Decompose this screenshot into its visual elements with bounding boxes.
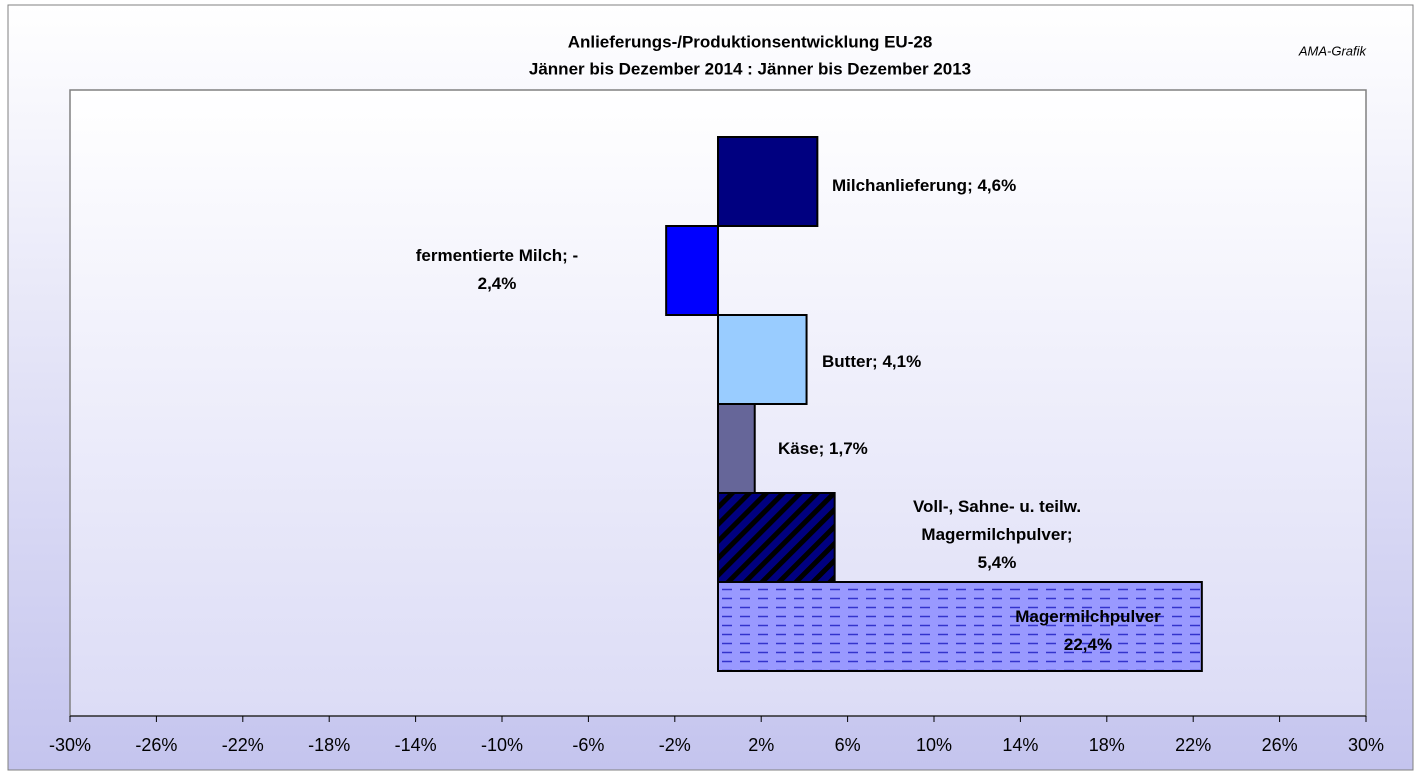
x-tick-label: 10% xyxy=(916,735,952,755)
bar xyxy=(717,492,836,583)
data-label: Butter; 4,1% xyxy=(822,352,922,371)
x-tick-label: 6% xyxy=(835,735,861,755)
x-tick-label: 26% xyxy=(1262,735,1298,755)
chart-subtitle: Jänner bis Dezember 2014 : Jänner bis De… xyxy=(529,59,971,78)
x-tick-label: 14% xyxy=(1002,735,1038,755)
bar xyxy=(717,314,808,405)
data-label: Magermilchpulver 22,4% xyxy=(1015,607,1161,654)
x-tick-label: 2% xyxy=(748,735,774,755)
x-tick-label: -10% xyxy=(481,735,523,755)
source-note: AMA-Grafik xyxy=(1298,43,1368,58)
x-tick-label: -6% xyxy=(572,735,604,755)
data-label: Milchanlieferung; 4,6% xyxy=(832,176,1017,195)
x-tick-label: 18% xyxy=(1089,735,1125,755)
x-tick-label: -22% xyxy=(222,735,264,755)
data-label: Voll-, Sahne- u. teilw. Magermilchpulver… xyxy=(912,497,1082,572)
x-tick-label: -30% xyxy=(49,735,91,755)
data-label: Käse; 1,7% xyxy=(778,439,868,458)
chart-title: Anlieferungs-/Produktionsentwicklung EU-… xyxy=(568,32,933,51)
bar xyxy=(665,225,719,316)
bar xyxy=(717,136,819,227)
bar xyxy=(717,403,756,494)
x-tick-label: 30% xyxy=(1348,735,1384,755)
x-tick-label: -14% xyxy=(395,735,437,755)
bar xyxy=(717,581,1203,672)
x-tick-label: -18% xyxy=(308,735,350,755)
data-label: fermentierte Milch; - 2,4% xyxy=(415,246,579,293)
x-tick-label: -26% xyxy=(135,735,177,755)
x-tick-label: -2% xyxy=(659,735,691,755)
x-tick-label: 22% xyxy=(1175,735,1211,755)
